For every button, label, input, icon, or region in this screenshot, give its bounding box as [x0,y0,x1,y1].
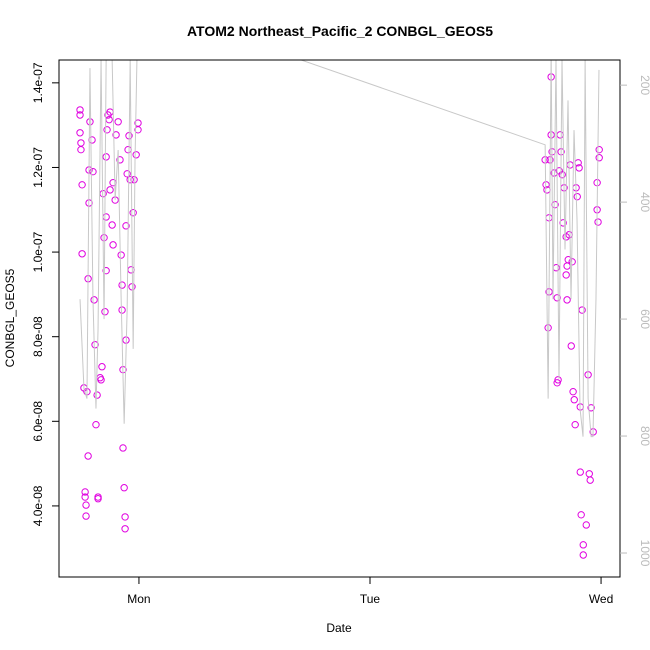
data-point [130,176,138,184]
data-point [109,241,117,249]
y-axis-label: CONBGL_GEOS5 [3,268,17,367]
data-point [559,219,567,227]
data-point [118,281,126,289]
data-point [78,250,86,258]
data-point [553,294,561,302]
y-tick-label: 6.0e-08 [31,401,45,442]
data-point [544,324,552,332]
data-point [77,145,85,154]
data-point [582,521,590,529]
data-point [78,181,86,189]
data-point [101,308,109,316]
data-point [123,170,131,178]
data-point [134,126,142,134]
data-point [98,363,106,371]
data-point [76,111,84,119]
data-point [82,512,90,520]
x-tick-label: Tue [360,592,381,606]
data-point [81,493,89,501]
data-point [120,484,128,492]
data-point [118,306,126,314]
data-point [76,106,84,114]
data-point [103,126,111,134]
data-point [570,396,578,404]
data-point [129,209,137,217]
data-point [577,511,585,519]
y-tick-label: 1.2e-07 [31,147,45,188]
data-point [595,145,603,154]
y2-tick-label: 200 [638,75,650,95]
pressure-line [79,60,600,438]
data-point [92,420,100,429]
data-point [547,131,555,139]
data-point [576,468,584,476]
x-axis-label: Date [326,621,352,635]
x-tick-label: Mon [127,592,150,606]
data-point [112,131,120,139]
data-point [106,186,114,194]
data-point [82,501,90,509]
plot-frame [58,59,621,578]
data-point [114,118,122,126]
data-point [575,164,583,172]
y-tick-label: 8.0e-08 [31,316,45,357]
data-point [587,404,595,412]
data-point [567,342,575,350]
y2-tick-label: 400 [638,192,650,212]
data-point [121,513,129,521]
data-point [553,379,561,387]
data-point [569,387,577,396]
data-point [121,525,129,533]
data-point [571,420,579,429]
data-point [91,341,99,349]
data-point [94,495,102,503]
data-point [102,266,110,275]
data-point [84,452,92,460]
data-point [97,376,105,384]
data-point [586,476,594,484]
y2-tick-label: 600 [638,309,650,329]
data-point [562,271,570,279]
data-point [119,444,127,452]
data-point [563,296,571,304]
y2-tick-label: 800 [638,426,650,446]
data-point [554,376,562,384]
y-tick-label: 1.4e-07 [31,62,45,103]
data-point [93,391,101,399]
data-point [89,167,97,176]
plot-area [76,60,603,559]
y-tick-label: 1.0e-07 [31,231,45,272]
data-point [76,129,84,137]
data-point [579,541,587,549]
y2-tick-label: 1000 [638,540,650,567]
data-point [108,221,116,229]
y-tick-label: 4.0e-08 [31,485,45,526]
data-point [122,222,130,230]
data-point [126,176,134,184]
data-point [90,296,98,304]
x-tick-label: Wed [589,592,613,606]
data-point [100,233,108,242]
data-point [579,551,587,559]
data-point [595,154,603,162]
data-point [558,170,566,179]
data-point [102,153,110,161]
data-point [573,192,581,201]
data-point [594,218,602,226]
data-point [81,488,89,496]
data-point [117,251,125,259]
chart-title: ATOM2 Northeast_Pacific_2 CONBGL_GEOS5 [187,23,493,39]
data-point [116,156,124,164]
data-point [132,151,140,159]
